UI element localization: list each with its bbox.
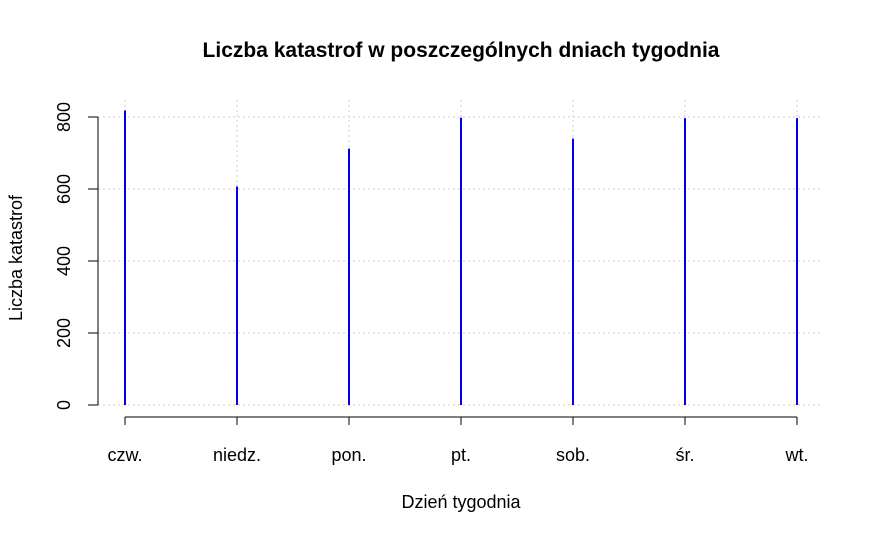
y-tick-label: 400 [54, 246, 74, 276]
y-tick-label: 0 [54, 400, 74, 410]
x-tick-label: pon. [331, 445, 366, 465]
x-tick-label: wt. [784, 445, 808, 465]
x-tick-label: pt. [451, 445, 471, 465]
x-ticks: czw. niedz. pon. pt. sob. śr. wt. [107, 417, 809, 465]
axes [97, 117, 797, 418]
x-axis-label: Dzień tygodnia [401, 492, 521, 512]
y-tick-label: 200 [54, 318, 74, 348]
y-axis-label: Liczba katastrof [6, 194, 26, 321]
y-ticks: 0 200 400 600 800 [54, 102, 98, 410]
x-tick-label: śr. [675, 445, 694, 465]
y-tick-label: 600 [54, 174, 74, 204]
y-tick-label: 800 [54, 102, 74, 132]
chart-title: Liczba katastrof w poszczególnych dniach… [203, 39, 720, 62]
x-tick-label: niedz. [213, 445, 261, 465]
x-tick-label: czw. [107, 445, 142, 465]
bars [124, 110, 798, 405]
x-tick-label: sob. [556, 445, 590, 465]
